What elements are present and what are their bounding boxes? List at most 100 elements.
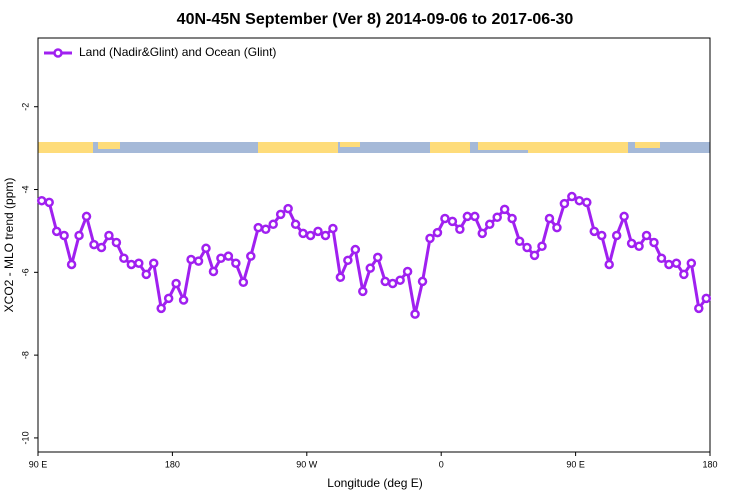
land-band [478,142,528,150]
point [484,219,495,230]
ocean-band [38,142,710,153]
point [567,191,577,202]
point [216,253,226,263]
x-tick-label: 180 [165,459,180,469]
x-tick-label: 0 [439,459,444,469]
point [611,230,622,241]
point [499,204,510,215]
y-tick-label: -6 [20,268,30,276]
point [89,239,99,250]
point [455,224,465,235]
land-ocean-strip [38,142,710,153]
y-axis-label: XCO2 - MLO trend (ppm) [2,178,16,313]
point [694,303,704,314]
point [66,259,77,270]
point [305,230,316,241]
point [36,195,47,206]
point [679,269,689,280]
point [387,278,398,289]
point [552,222,562,233]
point [104,230,114,241]
point [425,233,435,244]
point [298,228,308,239]
point [492,212,502,223]
point [440,213,450,224]
point [148,258,159,268]
point [507,213,517,224]
point [290,219,301,230]
x-tick-label: 90 W [296,459,318,469]
point [126,259,137,270]
point [470,211,480,222]
point [208,266,219,277]
point [701,293,712,304]
legend-marker [53,48,63,58]
x-tick-label: 90 E [29,459,48,469]
land-band [38,142,93,153]
point [320,230,331,241]
point [111,237,122,248]
point [462,211,473,222]
point [343,255,353,266]
point [275,209,286,220]
point [641,230,652,241]
y-tick-label: -10 [20,431,30,444]
point [358,286,368,297]
point [283,203,293,214]
point [514,236,525,247]
point [559,198,570,209]
point [134,258,144,268]
point [417,276,428,287]
point [402,266,413,277]
point [238,277,249,288]
point [335,272,346,283]
x-tick-label: 180 [702,459,717,469]
y-tick-label: -4 [20,186,30,194]
point [81,211,92,222]
x-axis-label: Longitude (deg E) [327,476,422,490]
point [231,258,241,268]
point [649,237,659,248]
point [656,253,667,263]
point [529,250,540,261]
point [253,222,264,233]
point [163,293,174,304]
point [74,230,84,241]
point [193,256,204,266]
point [596,230,607,241]
point [141,269,152,280]
point [268,219,278,230]
point [51,226,62,237]
land-band [340,142,360,147]
land-band [98,142,120,149]
point [328,223,338,234]
land-band [258,142,338,153]
chart-title: 40N-45N September (Ver 8) 2014-09-06 to … [177,11,574,28]
plot-frame [37,37,711,453]
point [395,275,405,285]
point [582,197,592,208]
point [260,224,271,235]
point [313,226,323,237]
point [246,251,256,261]
y-tick-label: -2 [20,103,30,111]
point [350,244,361,255]
point [432,227,443,238]
point [544,213,555,224]
point [59,230,69,241]
point [201,243,211,254]
point [171,278,181,289]
point [634,241,644,251]
point [619,211,629,222]
point [156,303,166,314]
point [365,263,376,273]
point [44,197,54,208]
land-band [635,142,660,148]
point [380,276,390,287]
point [626,238,637,249]
point [574,195,585,206]
legend-label: Land (Nadir&Glint) and Ocean (Glint) [79,45,276,59]
point [447,216,458,227]
point [686,258,697,268]
